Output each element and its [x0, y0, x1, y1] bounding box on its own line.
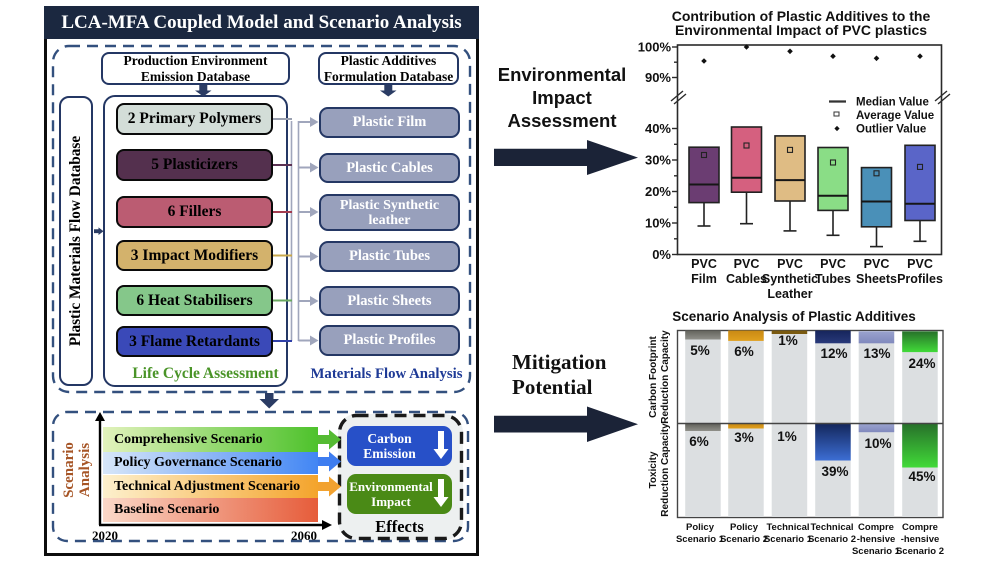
svg-text:6%: 6% — [689, 434, 709, 449]
svg-text:-hensive: -hensive — [857, 534, 896, 545]
svg-text:Scenario 1: Scenario 1 — [764, 534, 813, 545]
svg-text:Average Value: Average Value — [856, 110, 934, 122]
svg-text:Environmental Impact of PVC pl: Environmental Impact of PVC plastics — [675, 22, 927, 38]
svg-text:Compre: Compre — [902, 522, 938, 533]
svg-text:3%: 3% — [734, 430, 754, 445]
svg-text:Policy: Policy — [730, 522, 759, 533]
svg-text:Technical: Technical — [810, 522, 853, 533]
svg-text:12%: 12% — [820, 346, 847, 361]
svg-text:Cables: Cables — [726, 272, 767, 286]
svg-text:5%: 5% — [690, 343, 710, 358]
svg-text:PVC: PVC — [907, 257, 933, 271]
svg-text:10%: 10% — [645, 216, 671, 231]
svg-text:Scenario 2: Scenario 2 — [896, 546, 944, 557]
svg-text:PVC: PVC — [777, 257, 803, 271]
svg-text:PVC: PVC — [820, 257, 846, 271]
svg-text:Scenario 1: Scenario 1 — [676, 534, 725, 545]
svg-text:-hensive: -hensive — [901, 534, 940, 545]
svg-text:20%: 20% — [645, 184, 671, 199]
svg-text:Technical: Technical — [766, 522, 809, 533]
svg-text:PVC: PVC — [691, 257, 717, 271]
svg-text:Scenario 2: Scenario 2 — [808, 534, 856, 545]
svg-text:39%: 39% — [821, 464, 848, 479]
svg-text:Scenario 2: Scenario 2 — [720, 534, 768, 545]
svg-text:1%: 1% — [778, 333, 798, 348]
svg-text:Toxicity: Toxicity — [648, 451, 659, 488]
svg-text:Tubes: Tubes — [815, 272, 851, 286]
svg-text:0%: 0% — [652, 247, 671, 262]
svg-text:Reduction Capacity: Reduction Capacity — [660, 423, 671, 517]
svg-text:Median Value: Median Value — [856, 97, 929, 109]
svg-text:6%: 6% — [734, 344, 754, 359]
svg-text:Synthetic: Synthetic — [762, 272, 818, 286]
svg-text:40%: 40% — [645, 121, 671, 136]
svg-text:Film: Film — [691, 272, 717, 286]
svg-text:45%: 45% — [908, 469, 935, 484]
svg-text:Profiles: Profiles — [897, 272, 943, 286]
svg-text:Compre: Compre — [858, 522, 894, 533]
svg-text:Contribution of Plastic Additi: Contribution of Plastic Additives to the — [672, 8, 931, 24]
svg-text:Sheets: Sheets — [856, 272, 897, 286]
svg-text:13%: 13% — [863, 346, 890, 361]
svg-text:1%: 1% — [777, 429, 797, 444]
svg-text:Scenario 1: Scenario 1 — [852, 546, 901, 557]
svg-text:90%: 90% — [645, 70, 671, 85]
svg-text:Reduction Capacity: Reduction Capacity — [660, 330, 671, 424]
svg-text:Policy: Policy — [686, 522, 715, 533]
svg-text:Scenario Analysis of Plastic A: Scenario Analysis of Plastic Additives — [672, 309, 916, 324]
svg-text:Outlier Value: Outlier Value — [856, 124, 926, 136]
svg-text:PVC: PVC — [734, 257, 760, 271]
svg-text:100%: 100% — [638, 40, 672, 55]
svg-text:Leather: Leather — [767, 287, 812, 301]
svg-text:10%: 10% — [864, 436, 891, 451]
svg-text:24%: 24% — [908, 356, 935, 371]
svg-text:30%: 30% — [645, 153, 671, 168]
svg-text:PVC: PVC — [864, 257, 890, 271]
svg-text:Carbon Footprint: Carbon Footprint — [648, 336, 659, 418]
